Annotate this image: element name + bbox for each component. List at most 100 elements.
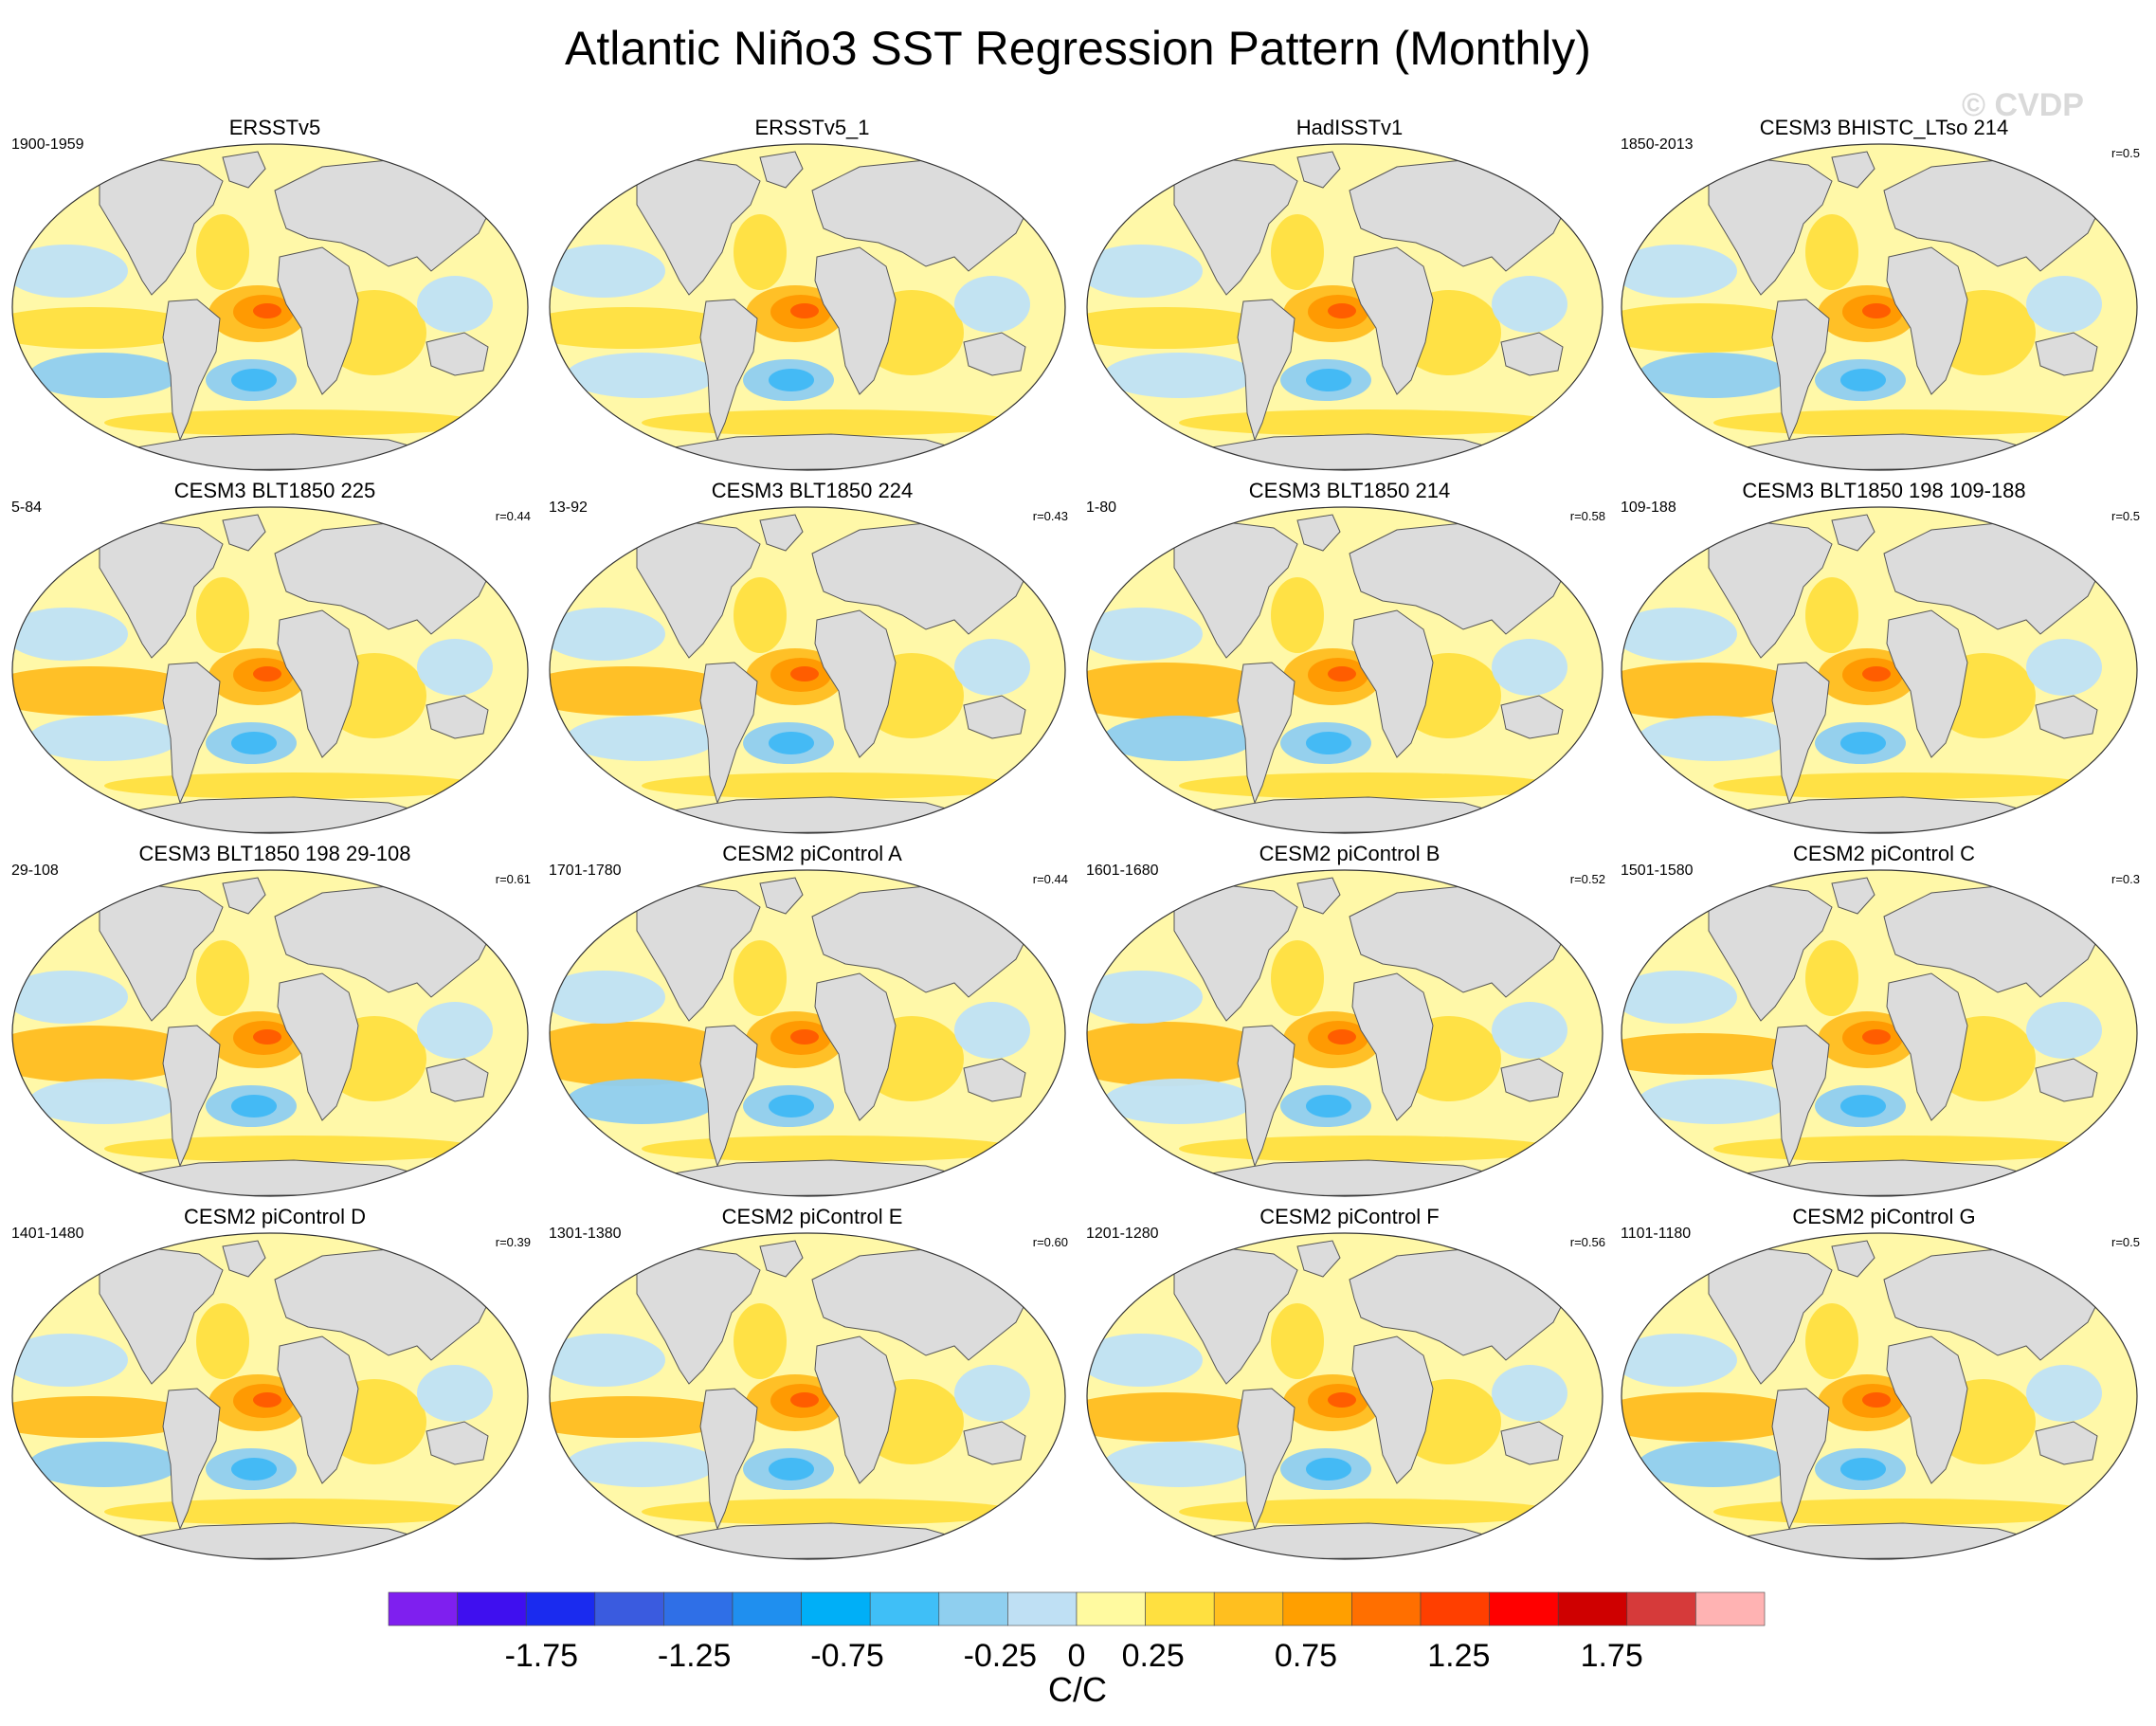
regression-map bbox=[1086, 143, 1603, 471]
north-pacific-cool bbox=[1087, 608, 1203, 661]
panel-period-label: 1-80 bbox=[1086, 500, 1117, 516]
map-field bbox=[550, 1233, 1065, 1559]
map-field bbox=[550, 870, 1065, 1196]
colorbar-swatch bbox=[525, 1591, 596, 1626]
regression-map bbox=[549, 506, 1066, 834]
land-africa bbox=[1886, 1335, 1968, 1484]
map-field bbox=[550, 507, 1065, 833]
map-panel: CESM3 BLT1850 214 1-80 r=0.58 bbox=[1084, 479, 1615, 839]
north-atlantic-warm bbox=[734, 577, 787, 653]
panel-period-label: 1850-2013 bbox=[1621, 136, 1694, 153]
regression-map bbox=[1621, 1232, 2138, 1560]
south-pacific-cool bbox=[566, 716, 717, 761]
land-south-america bbox=[1237, 662, 1295, 805]
colorbar-tick-label: -0.75 bbox=[810, 1638, 884, 1674]
panel-title: CESM3 BLT1850 198 109-188 bbox=[1742, 479, 2026, 502]
colorbar-tick-label: 0 bbox=[1068, 1638, 1086, 1674]
north-atlantic-warm bbox=[196, 1303, 249, 1379]
south-atlantic-cool-core bbox=[1840, 1458, 1886, 1481]
colorbar-swatch bbox=[1076, 1591, 1146, 1626]
southern-ocean-warm bbox=[1713, 1136, 2093, 1162]
map-field bbox=[1087, 870, 1603, 1196]
west-pacific-cool bbox=[1492, 1365, 1567, 1422]
south-pacific-cool bbox=[1638, 1442, 1789, 1487]
land-south-america bbox=[699, 662, 758, 805]
atlantic-nino-core bbox=[790, 1029, 819, 1045]
land-australia bbox=[2035, 695, 2098, 739]
south-pacific-cool bbox=[28, 716, 180, 761]
land-south-america bbox=[162, 662, 221, 805]
north-pacific-cool bbox=[550, 971, 665, 1024]
panel-pattern-correlation: r=0.52 bbox=[1569, 872, 1605, 886]
map-border bbox=[1086, 506, 1603, 834]
panel-pattern-correlation: r=0.60 bbox=[1032, 1235, 1068, 1249]
map-field bbox=[550, 144, 1065, 470]
map-field bbox=[1622, 507, 2137, 833]
land-north-america bbox=[99, 884, 224, 1022]
west-pacific-cool bbox=[417, 639, 493, 696]
tropical-pacific-band bbox=[550, 666, 736, 716]
land-africa bbox=[1886, 246, 1968, 395]
land-greenland bbox=[759, 151, 804, 189]
south-pacific-cool bbox=[1103, 1079, 1255, 1124]
panel-pattern-correlation: r=0.61 bbox=[495, 872, 531, 886]
panel-period-label: 5-84 bbox=[11, 500, 43, 516]
land-south-america bbox=[1771, 1025, 1830, 1168]
regression-map bbox=[1086, 506, 1603, 834]
north-pacific-cool bbox=[12, 1334, 128, 1387]
map-border bbox=[549, 143, 1066, 471]
land-south-america bbox=[699, 1388, 758, 1531]
land-north-america bbox=[1173, 521, 1298, 659]
north-atlantic-warm bbox=[1805, 940, 1858, 1016]
west-pacific-cool bbox=[2026, 1002, 2102, 1059]
cvdp-watermark: © CVDP bbox=[1962, 87, 2084, 123]
panel-pattern-correlation: r=0.56 bbox=[1569, 1235, 1605, 1249]
regression-map bbox=[11, 143, 529, 471]
map-panel: CESM3 BLT1850 198 109-188 109-188 r=0.5 bbox=[1619, 479, 2149, 839]
tropical-pacific-band bbox=[1622, 1033, 1808, 1075]
map-panel: CESM3 BLT1850 198 29-108 29-108 r=0.61 bbox=[9, 842, 540, 1202]
atlantic-nino-core bbox=[790, 303, 819, 318]
colorbar-tick-label: -0.25 bbox=[964, 1638, 1038, 1674]
land-south-america bbox=[1237, 1388, 1295, 1531]
south-pacific-cool bbox=[1103, 353, 1255, 398]
map-panel: CESM2 piControl A 1701-1780 r=0.44 bbox=[547, 842, 1078, 1202]
south-pacific-cool bbox=[566, 1079, 717, 1124]
land-africa bbox=[814, 246, 897, 395]
land-south-america bbox=[162, 1025, 221, 1168]
land-africa bbox=[277, 1335, 359, 1484]
land-africa bbox=[814, 1335, 897, 1484]
panel-title: ERSSTv5_1 bbox=[754, 116, 870, 139]
land-africa bbox=[277, 972, 359, 1121]
regression-map bbox=[1621, 506, 2138, 834]
south-atlantic-cool-core bbox=[231, 369, 277, 391]
colorbar-swatch bbox=[1626, 1591, 1696, 1626]
regression-map bbox=[549, 869, 1066, 1197]
atlantic-nino-core bbox=[1328, 303, 1356, 318]
north-pacific-cool bbox=[1622, 608, 1737, 661]
map-field bbox=[1622, 1233, 2137, 1559]
land-australia bbox=[2035, 1058, 2098, 1102]
north-pacific-cool bbox=[1622, 245, 1737, 298]
chart-title: Atlantic Niño3 SST Regression Pattern (M… bbox=[565, 22, 1591, 75]
north-pacific-cool bbox=[550, 245, 665, 298]
map-panel: CESM2 piControl F 1201-1280 r=0.56 bbox=[1084, 1205, 1615, 1565]
southern-ocean-warm bbox=[1179, 772, 1558, 799]
panel-pattern-correlation: r=0.58 bbox=[1569, 509, 1605, 523]
regression-map bbox=[11, 506, 529, 834]
land-greenland bbox=[1831, 877, 1875, 915]
north-pacific-cool bbox=[1622, 1334, 1737, 1387]
map-field bbox=[1087, 1233, 1603, 1559]
map-border bbox=[1621, 506, 2138, 834]
map-panel: CESM2 piControl C 1501-1580 r=0.3 bbox=[1619, 842, 2149, 1202]
panel-pattern-correlation: r=0.39 bbox=[495, 1235, 531, 1249]
panel-title: CESM2 piControl B bbox=[1259, 842, 1440, 865]
map-panel: CESM2 piControl D 1401-1480 r=0.39 bbox=[9, 1205, 540, 1565]
land-south-america bbox=[1771, 662, 1830, 805]
panel-pattern-correlation: r=0.3 bbox=[2111, 872, 2140, 886]
map-field bbox=[12, 507, 528, 833]
south-atlantic-cool-core bbox=[769, 1095, 814, 1117]
land-greenland bbox=[1831, 1240, 1875, 1278]
southern-ocean-warm bbox=[104, 772, 483, 799]
south-pacific-cool bbox=[1638, 716, 1789, 761]
